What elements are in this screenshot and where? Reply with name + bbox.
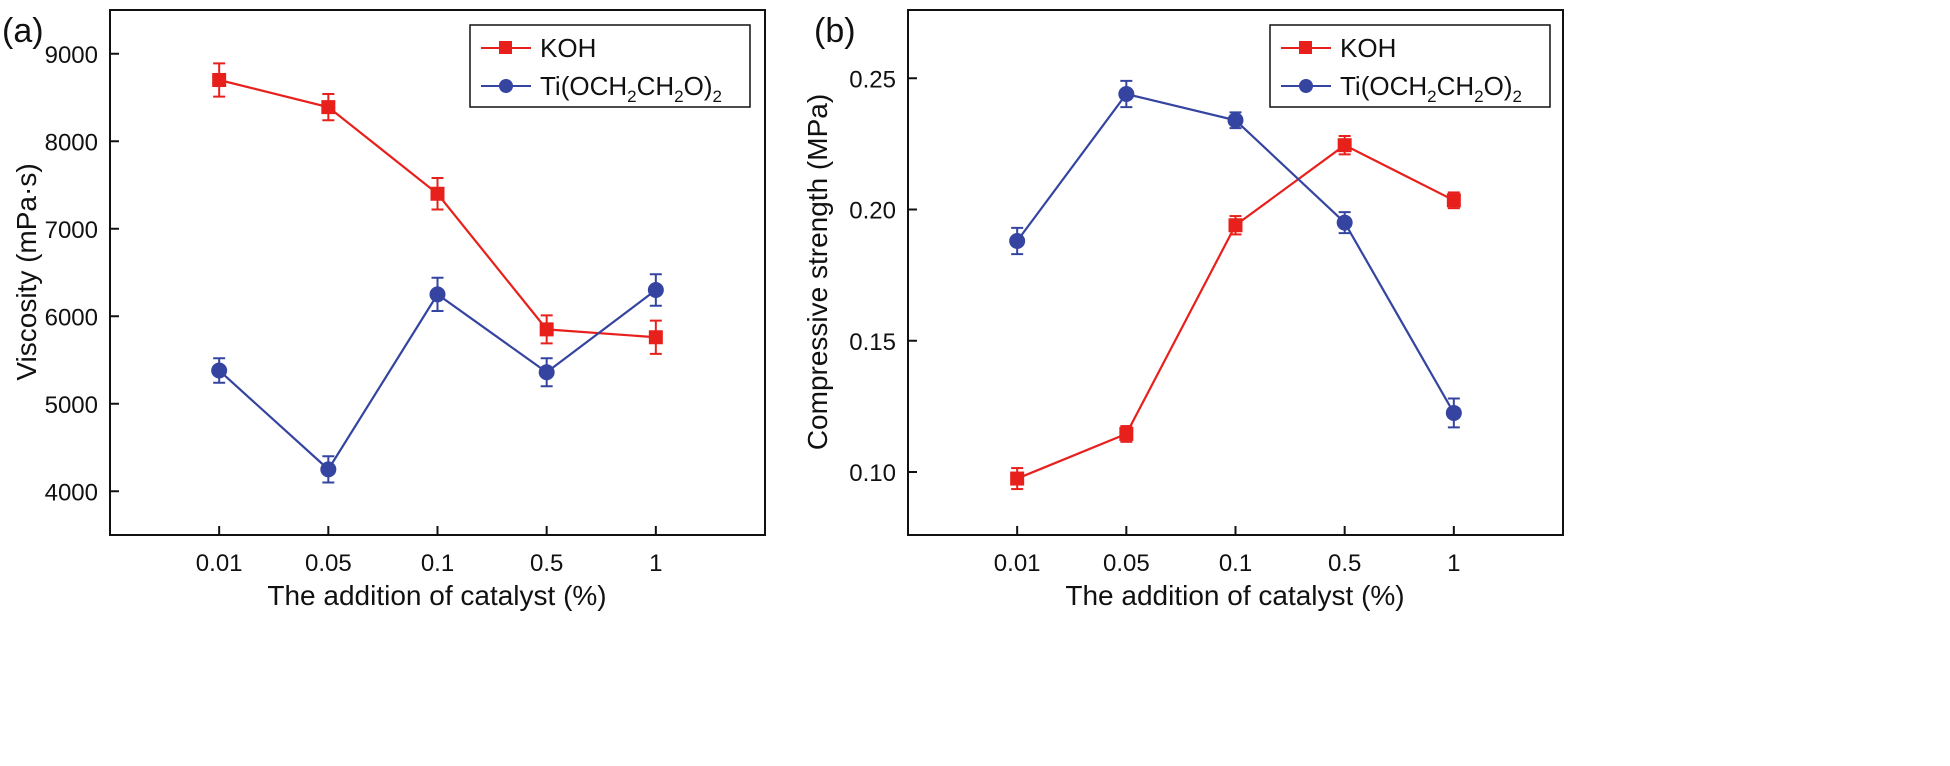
- data-point-ti-b: [1336, 214, 1353, 231]
- data-point-koh-a: [321, 100, 336, 115]
- data-point-koh-b: [1337, 138, 1352, 153]
- data-point-ti-a: [647, 282, 664, 298]
- data-point-koh-b: [1446, 193, 1461, 208]
- data-point-koh-b: [1010, 471, 1025, 486]
- legend-a: KOH Ti(OCH2CH2O)2: [469, 24, 751, 108]
- data-point-koh-a: [430, 186, 445, 201]
- legend-label-koh-b: KOH: [1340, 33, 1396, 63]
- data-point-ti-a: [538, 364, 555, 381]
- x-tick-label-a: 0.1: [421, 550, 454, 577]
- data-point-ti-b: [1118, 86, 1135, 102]
- x-tick-label-b: 0.5: [1328, 550, 1361, 577]
- legend-box-b: [1269, 24, 1551, 108]
- x-tick-label-a: 0.5: [530, 550, 563, 577]
- legend-box-a: [469, 24, 751, 108]
- y-tick-label-b: 0.15: [849, 329, 896, 356]
- data-point-koh-a: [648, 330, 663, 345]
- legend-marker-koh-a: [499, 41, 512, 54]
- series-layer-b: [1009, 79, 1462, 491]
- series-line-koh-b: [1016, 143, 1455, 480]
- legend-marker-ti-a: [499, 79, 513, 93]
- data-point-ti-b: [1009, 233, 1026, 249]
- y-tick-label-b: 0.20: [849, 198, 896, 225]
- y-tick-label-a: 4000: [45, 479, 98, 506]
- series-line-ti-a: [218, 289, 657, 472]
- x-tick-label-b: 1: [1447, 550, 1460, 577]
- data-point-koh-a: [212, 73, 227, 87]
- y-axis-label-a: Viscosity (mPa·s): [11, 163, 42, 380]
- x-tick-label-a: 0.05: [305, 550, 352, 577]
- y-tick-label-a: 6000: [45, 304, 98, 331]
- data-point-koh-b: [1228, 218, 1243, 233]
- x-axis-b: 0.01 0.05 0.1 0.5 1: [994, 526, 1461, 577]
- series-layer-a: [211, 62, 664, 484]
- legend-label-koh-a: KOH: [540, 33, 596, 63]
- y-tick-label-b: 0.10: [849, 460, 896, 487]
- x-axis-label-a: The addition of catalyst (%): [267, 580, 606, 611]
- data-point-ti-b: [1227, 112, 1244, 129]
- legend-b: KOH Ti(OCH2CH2O)2: [1269, 24, 1551, 108]
- x-tick-label-b: 0.1: [1219, 550, 1252, 577]
- legend-marker-ti-b: [1299, 79, 1313, 93]
- x-tick-label-b: 0.05: [1103, 550, 1150, 577]
- data-point-ti-a: [320, 461, 337, 478]
- data-point-ti-a: [429, 286, 446, 303]
- data-point-ti-a: [211, 362, 228, 379]
- legend-marker-koh-b: [1299, 41, 1312, 54]
- panel-label-b: (b): [814, 12, 856, 50]
- y-axis-b: 0.10 0.15 0.20 0.25: [849, 66, 917, 487]
- x-tick-label-a: 1: [649, 550, 662, 577]
- y-tick-label-b: 0.25: [849, 66, 896, 93]
- panel-b: (b) 0.10 0.15 0.20 0.25 0.01 0.05 0.1 0.5 1 The…: [802, 9, 1564, 611]
- y-axis-label-b: Compressive strength (MPa): [802, 94, 833, 450]
- x-axis-label-b: The addition of catalyst (%): [1065, 580, 1404, 611]
- y-axis-a: 4000 5000 6000 7000 8000 9000: [45, 42, 119, 506]
- x-tick-label-b: 0.01: [994, 550, 1041, 577]
- panel-label-a: (a): [2, 12, 44, 50]
- panel-a: (a) 4000 5000 6000 7000 8000 9000 0.01 0.05 0.1…: [2, 9, 766, 611]
- series-line-ti-b: [1016, 92, 1455, 414]
- data-point-koh-b: [1119, 426, 1134, 441]
- y-tick-label-a: 5000: [45, 392, 98, 419]
- data-point-ti-b: [1445, 404, 1462, 421]
- data-point-koh-a: [539, 322, 554, 337]
- y-tick-label-a: 9000: [45, 42, 98, 69]
- y-tick-label-a: 8000: [45, 129, 98, 156]
- y-tick-label-a: 7000: [45, 217, 98, 244]
- x-tick-label-a: 0.01: [196, 550, 243, 577]
- x-axis-a: 0.01 0.05 0.1 0.5 1: [196, 526, 663, 577]
